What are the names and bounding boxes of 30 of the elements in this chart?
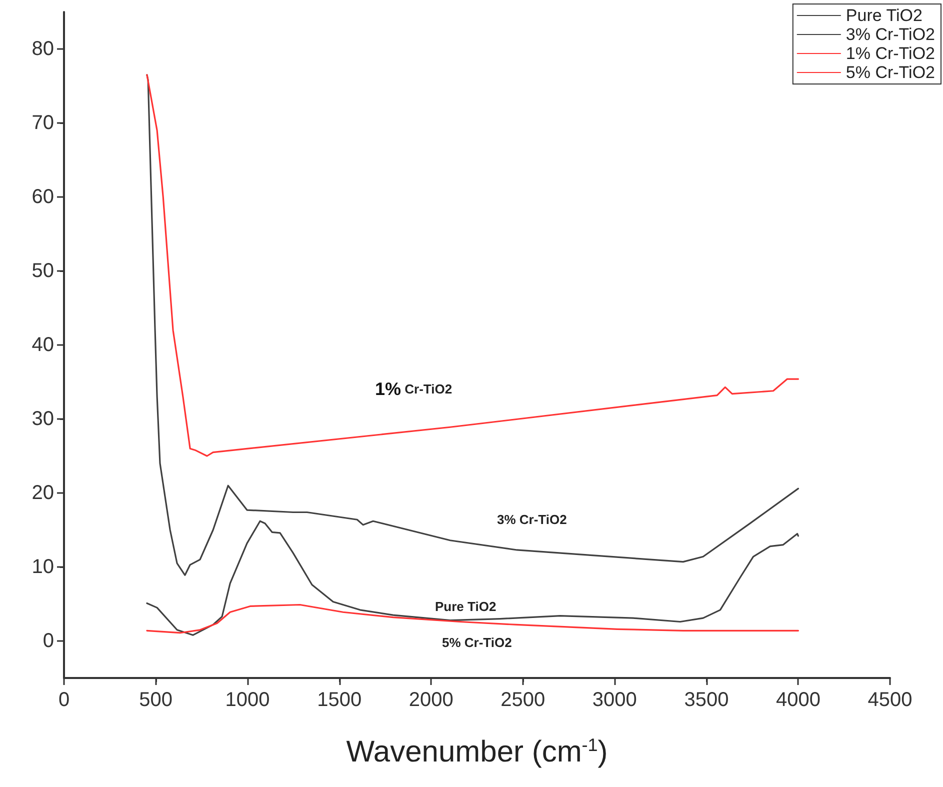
y-tick-label: 60 [32,186,54,208]
x-tick-label: 4500 [868,689,912,711]
y-tick-label: 50 [32,260,54,282]
y-tick-label: 20 [32,482,54,504]
line-series [146,74,800,457]
y-tick-label: 70 [32,112,54,134]
y-tick-label: 10 [32,556,54,578]
x-tick-label: 4000 [776,689,820,711]
x-tick-label: 2000 [408,689,454,711]
x-tick-label: 3000 [592,689,637,711]
annotation: Pure TiO2 [435,599,496,614]
x-tick-label: 1500 [317,689,362,711]
y-tick-label: 0 [42,630,54,652]
y-tick-label: 30 [32,408,54,430]
x-tick-label: 3500 [684,689,729,711]
legend-label: 3% Cr-TiO2 [846,25,936,44]
annotation: 5% Cr-TiO2 [442,635,512,650]
line-series [146,604,800,634]
legend-label: 1% Cr-TiO2 [846,44,936,63]
annotation: 3% Cr-TiO2 [497,512,567,527]
x-tick-label: 1000 [225,689,270,711]
line-series [146,74,800,576]
x-tick-label: 2500 [500,689,546,711]
y-tick-label: 40 [32,334,54,356]
x-tick-label: 500 [139,689,172,711]
annotation: 1% Cr-TiO2 [375,379,452,399]
legend-label: Pure TiO2 [846,6,922,25]
x-tick-label: 0 [58,689,70,711]
y-tick-label: 80 [32,38,54,60]
legend-label: 5% Cr-TiO2 [846,63,936,82]
